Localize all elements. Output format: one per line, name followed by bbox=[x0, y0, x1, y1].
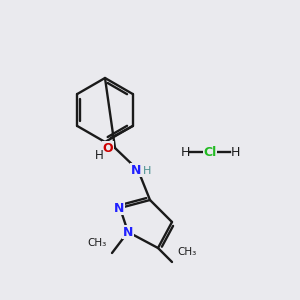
Text: O: O bbox=[102, 142, 113, 155]
Text: CH₃: CH₃ bbox=[88, 238, 107, 248]
Text: H: H bbox=[143, 166, 151, 176]
Text: N: N bbox=[123, 226, 133, 238]
Text: N: N bbox=[131, 164, 141, 176]
Text: CH₃: CH₃ bbox=[177, 247, 196, 257]
Text: Cl: Cl bbox=[203, 146, 217, 158]
Text: H: H bbox=[230, 146, 240, 158]
Text: H: H bbox=[95, 149, 104, 162]
Text: H: H bbox=[180, 146, 190, 158]
Text: N: N bbox=[114, 202, 124, 214]
